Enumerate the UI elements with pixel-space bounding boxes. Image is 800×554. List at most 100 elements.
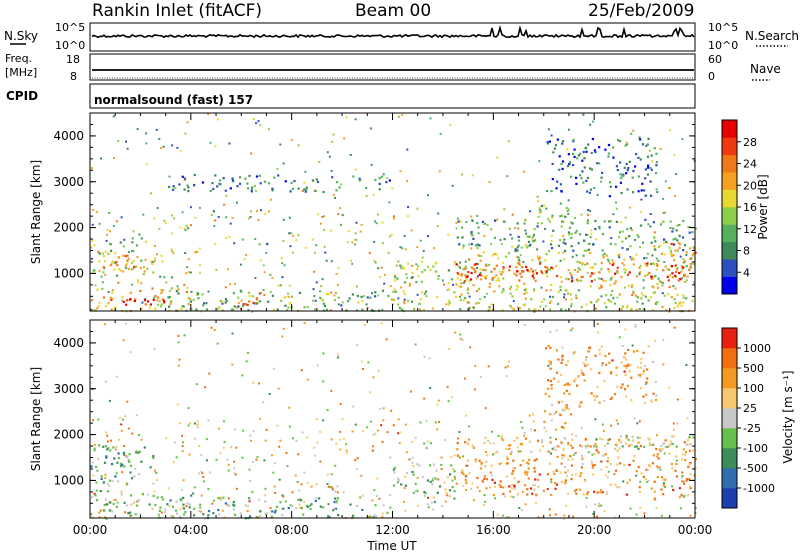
scatter-pixel [228, 142, 231, 145]
range-gate-cell [490, 270, 493, 273]
range-gate-cell [644, 168, 647, 171]
range-gate-cell [259, 182, 262, 185]
range-gate-cell [616, 168, 619, 172]
range-gate-cell [207, 510, 211, 513]
scatter-pixel [423, 309, 425, 312]
range-gate-cell [567, 443, 570, 446]
scatter-pixel [483, 504, 486, 507]
scatter-pixel [106, 482, 109, 485]
range-gate-cell [605, 254, 608, 257]
scatter-pixel [125, 140, 127, 143]
range-gate-cell [603, 220, 606, 223]
scatter-pixel [248, 217, 251, 220]
range-gate-cell [392, 484, 396, 487]
range-gate-cell [611, 263, 614, 266]
range-gate-cell [689, 443, 692, 446]
scatter-pixel [185, 272, 188, 275]
range-gate-cell [221, 302, 224, 305]
scatter-pixel [300, 369, 303, 372]
range-gate-cell [656, 300, 659, 304]
range-gate-cell [584, 146, 588, 149]
velocity-heatmap [90, 321, 697, 520]
range-gate-cell [552, 229, 555, 232]
range-gate-cell [450, 278, 454, 281]
scatter-pixel [554, 428, 557, 431]
scatter-pixel [670, 440, 673, 443]
scatter-pixel [681, 453, 684, 456]
scatter-pixel [282, 162, 285, 165]
range-gate-cell [557, 244, 561, 247]
range-gate-cell [231, 179, 235, 182]
range-gate-cell [287, 507, 290, 510]
scatter-pixel [429, 117, 432, 120]
range-gate-cell [669, 253, 672, 256]
range-gate-cell [581, 372, 584, 375]
range-gate-cell [570, 245, 573, 248]
range-gate-cell [232, 500, 235, 504]
range-gate-cell [642, 294, 645, 297]
range-gate-cell [415, 280, 418, 284]
scatter-pixel [663, 294, 666, 297]
range-gate-cell [647, 164, 650, 167]
range-gate-cell [475, 302, 478, 305]
scatter-pixel [262, 264, 265, 267]
range-gate-cell [609, 483, 613, 486]
range-gate-cell [642, 279, 645, 282]
range-gate-cell [539, 261, 542, 264]
scatter-pixel [453, 475, 456, 478]
scatter-pixel [326, 409, 329, 411]
scatter-pixel [313, 446, 316, 449]
range-gate-cell [533, 489, 536, 492]
nsky-panel-frame [89, 22, 696, 52]
range-gate-cell [559, 239, 562, 242]
range-gate-cell [618, 231, 622, 234]
scatter-pixel [93, 444, 96, 446]
scatter-pixel [620, 221, 623, 224]
scatter-pixel [101, 281, 104, 284]
range-gate-cell [596, 193, 599, 196]
scatter-pixel [341, 214, 344, 217]
scatter-pixel [654, 498, 657, 501]
scatter-pixel [288, 284, 291, 287]
scatter-pixel [434, 421, 437, 424]
range-gate-cell [616, 138, 620, 142]
scatter-pixel [575, 254, 578, 257]
colorbar-cell [722, 388, 737, 409]
range-gate-cell [488, 282, 491, 285]
scatter-pixel [264, 494, 267, 497]
range-gate-cell [90, 465, 93, 468]
scatter-pixel [258, 292, 261, 295]
scatter-pixel [264, 439, 267, 442]
range-gate-cell [665, 240, 668, 243]
range-gate-cell [579, 152, 582, 155]
range-gate-cell [168, 295, 171, 299]
scatter-pixel [528, 210, 531, 213]
scatter-pixel [96, 469, 99, 472]
scatter-pixel [223, 516, 226, 519]
range-gate-cell [531, 258, 534, 261]
range-gate-cell [96, 307, 99, 310]
scatter-pixel [513, 488, 516, 491]
scatter-pixel [298, 503, 301, 506]
scatter-pixel [187, 227, 190, 230]
scatter-pixel [227, 463, 230, 466]
range-gate-cell [199, 503, 202, 506]
scatter-pixel [331, 486, 334, 489]
range-gate-cell [462, 244, 465, 247]
range-gate-cell [594, 354, 597, 357]
power-frame [89, 112, 696, 312]
range-gate-cell [636, 366, 639, 369]
range-gate-cell [560, 425, 564, 429]
scatter-pixel [645, 480, 648, 483]
range-gate-cell [408, 284, 411, 287]
scatter-pixel [634, 238, 636, 241]
scatter-pixel [91, 239, 94, 242]
scatter-pixel [454, 331, 457, 334]
range-gate-cell [109, 242, 112, 245]
range-gate-cell [145, 240, 148, 243]
scatter-pixel [488, 181, 491, 183]
range-gate-cell [605, 306, 608, 309]
scatter-pixel [189, 271, 192, 274]
range-gate-cell [559, 373, 562, 376]
scatter-pixel [171, 214, 173, 217]
